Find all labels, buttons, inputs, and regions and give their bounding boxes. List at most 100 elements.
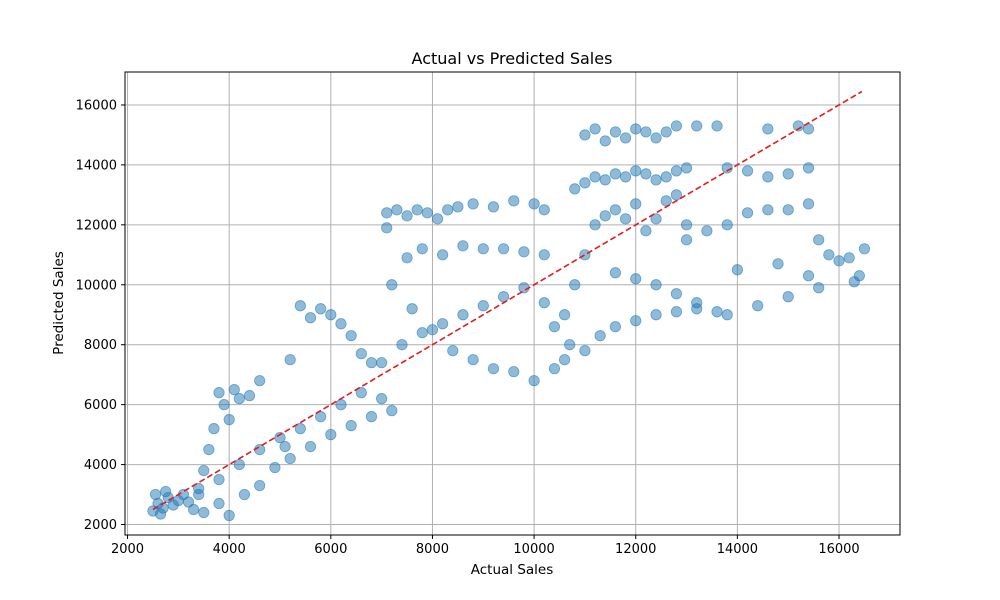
scatter-point <box>396 339 408 351</box>
scatter-point <box>437 249 449 261</box>
scatter-point <box>619 213 632 225</box>
scatter-point <box>538 249 550 261</box>
x-tick-label: 6000 <box>314 542 347 557</box>
grid-lines <box>125 72 900 535</box>
scatter-point <box>203 443 215 456</box>
scatter-point <box>213 387 225 399</box>
scatter-point <box>335 318 347 330</box>
scatter-point <box>609 168 622 180</box>
scatter-point <box>528 375 540 387</box>
scatter-point <box>386 279 398 291</box>
scatter-point <box>599 135 611 147</box>
y-tick-label: 12000 <box>76 218 117 233</box>
scatter-point <box>518 246 530 258</box>
scatter-point <box>447 345 459 357</box>
scatter-point <box>269 461 281 474</box>
scatter-point <box>650 309 662 321</box>
scatter-point <box>213 497 225 510</box>
scatter-point <box>579 345 591 357</box>
scatter-point <box>579 249 591 261</box>
scatter-point <box>538 297 550 309</box>
scatter-point <box>160 485 172 498</box>
scatter-point <box>731 264 743 276</box>
scatter-point <box>391 204 403 216</box>
scatter-point <box>198 506 210 519</box>
scatter-point <box>457 240 469 252</box>
scatter-point <box>381 222 393 234</box>
scatter-point <box>802 270 815 282</box>
y-tick-label: 16000 <box>76 98 117 113</box>
scatter-point <box>315 303 327 315</box>
scatter-point <box>843 252 855 264</box>
scatter-point <box>650 213 662 225</box>
scatter-point <box>401 210 413 222</box>
scatter-point <box>772 258 784 270</box>
x-tick-label: 10000 <box>513 542 554 557</box>
scatter-point <box>487 201 500 213</box>
y-tick-label: 8000 <box>84 338 117 353</box>
scatter-point <box>345 330 357 342</box>
scatter-point <box>294 423 306 435</box>
scatter-point <box>442 204 454 216</box>
scatter-point <box>467 354 479 366</box>
scatter-point <box>848 276 860 288</box>
scatter-point <box>416 243 428 255</box>
scatter-point <box>218 399 230 411</box>
scatter-point <box>457 309 469 321</box>
scatter-point <box>233 393 245 405</box>
scatter-point <box>401 252 413 264</box>
scatter-point <box>619 132 632 144</box>
plot-frame <box>124 71 901 536</box>
scatter-point <box>223 414 235 426</box>
scatter-point <box>670 288 682 300</box>
scatter-point <box>680 234 693 246</box>
scatter-point <box>650 132 662 144</box>
scatter-point <box>426 324 439 336</box>
x-tick-label: 8000 <box>416 542 449 557</box>
scatter-point <box>609 267 622 279</box>
scatter-point <box>813 234 825 246</box>
scatter-point <box>858 243 871 255</box>
scatter-points <box>147 120 871 522</box>
scatter-point <box>650 174 662 186</box>
scatter-point <box>294 300 306 312</box>
scatter-point <box>274 432 286 444</box>
x-axis-ticks: 2000 4000 6000 8000 10000 12000 14000 16000 <box>111 535 860 557</box>
scatter-point <box>325 309 337 321</box>
y-tick-label: 14000 <box>76 158 117 173</box>
scatter-point <box>782 291 794 303</box>
scatter-point <box>782 204 794 216</box>
y-axis-ticks: 2000 4000 6000 8000 10000 12000 14000 16000 <box>76 98 125 533</box>
scatter-point <box>437 318 449 330</box>
scatter-point <box>508 366 520 378</box>
scatter-point <box>355 348 367 360</box>
scatter-point <box>802 198 815 210</box>
scatter-point <box>589 219 601 231</box>
scatter-point <box>467 198 479 210</box>
scatter-point <box>416 327 428 339</box>
scatter-point <box>721 162 733 174</box>
scatter-point <box>431 213 444 225</box>
scatter-point <box>609 321 622 333</box>
x-tick-label: 4000 <box>213 542 246 557</box>
scatter-point <box>154 508 167 520</box>
scatter-point <box>599 210 611 222</box>
x-tick-label: 14000 <box>717 542 758 557</box>
scatter-point <box>238 488 251 501</box>
scatter-point <box>619 171 632 183</box>
scatter-point <box>355 387 367 399</box>
scatter-point <box>528 198 540 210</box>
reference-line <box>152 90 863 511</box>
scatter-point <box>660 195 672 207</box>
scatter-point <box>452 201 464 213</box>
scatter-point <box>487 363 500 375</box>
scatter-point <box>630 123 642 135</box>
scatter-point <box>376 357 388 369</box>
scatter-point <box>304 440 317 453</box>
scatter-point <box>670 120 682 132</box>
scatter-point <box>630 315 642 327</box>
scatter-point <box>228 384 240 396</box>
scatter-point <box>223 509 235 522</box>
y-tick-label: 2000 <box>84 518 117 533</box>
scatter-point <box>538 204 550 216</box>
